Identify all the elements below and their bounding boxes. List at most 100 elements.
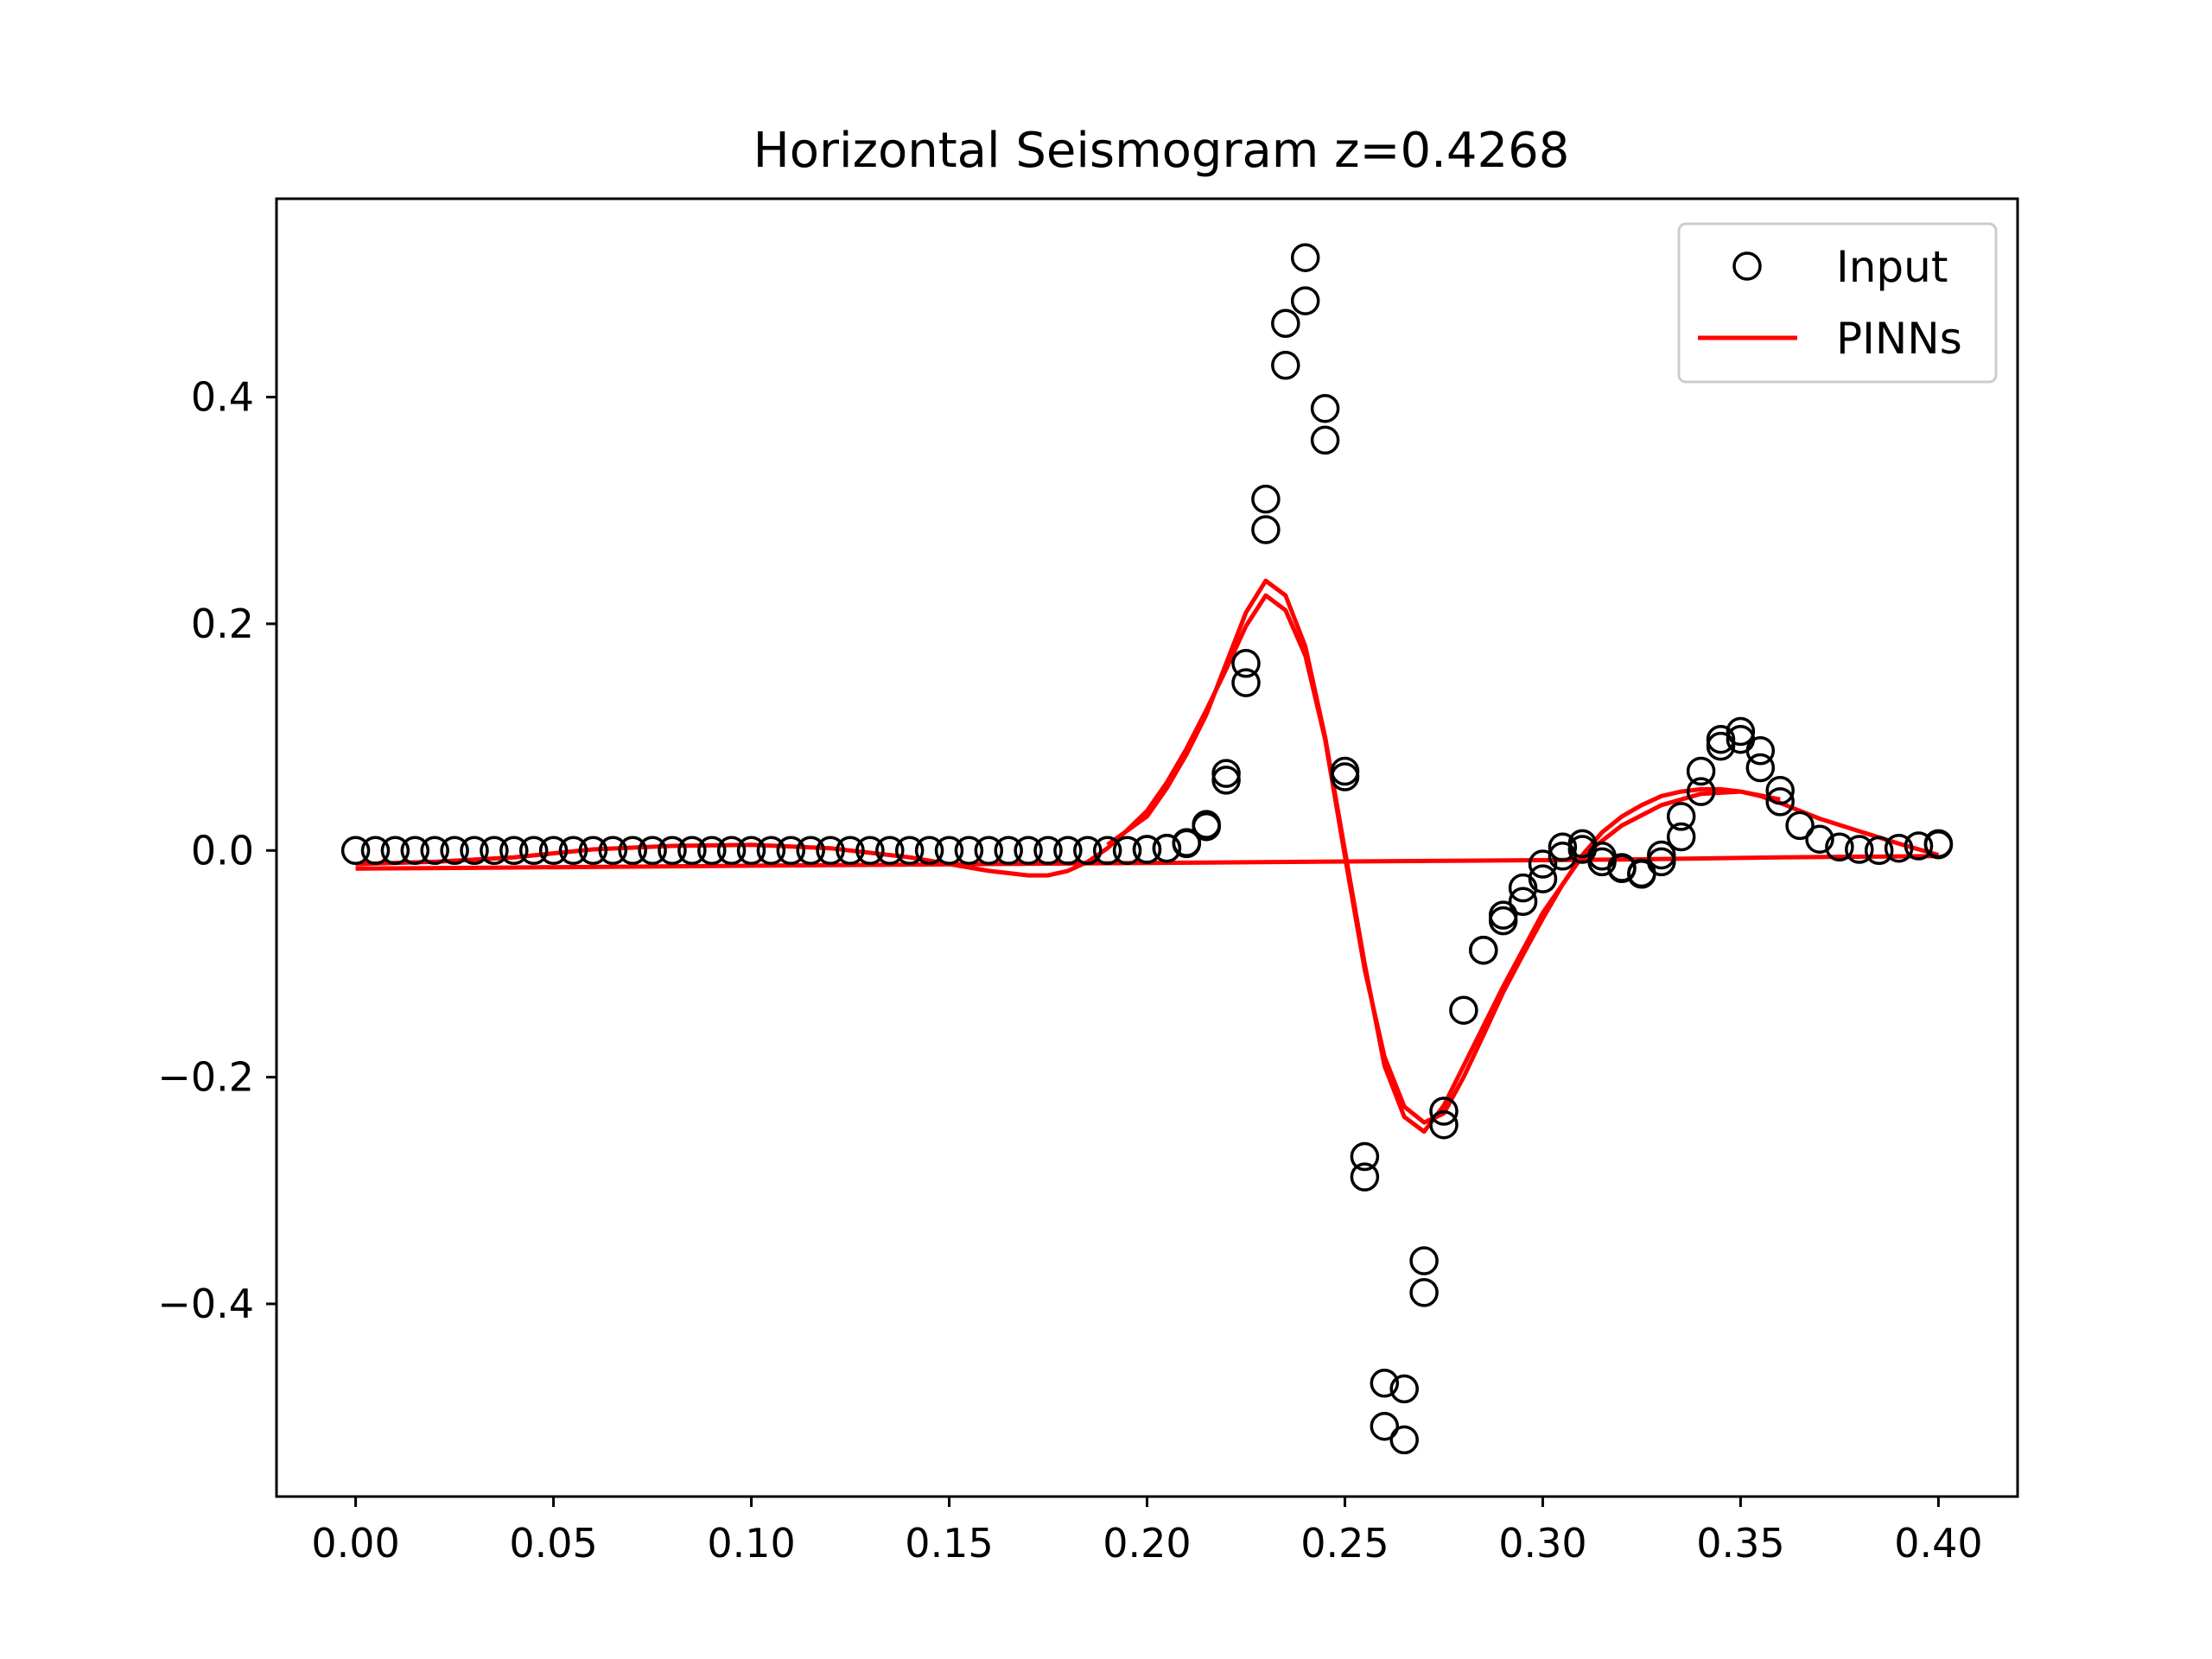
input-point-0-47 [1271, 308, 1300, 339]
input-point-0-25 [836, 836, 865, 866]
legend-pinns-label: PINNs [1836, 314, 1962, 364]
input-point-1-3 [1192, 811, 1221, 842]
input-point-0-9 [518, 836, 549, 866]
input-point-1-13 [1389, 1374, 1419, 1404]
input-point-0-14 [618, 836, 647, 866]
input-point-0-11 [558, 836, 588, 866]
input-point-1-19 [1528, 864, 1558, 893]
input-point-1-5 [1231, 668, 1261, 697]
input-point-0-46 [1251, 484, 1281, 514]
input-point-0-44 [1211, 759, 1241, 788]
input-point-0-28 [894, 836, 925, 866]
input-point-0-79 [1904, 831, 1934, 861]
series-layer [340, 243, 1954, 1455]
input-point-1-29 [1726, 724, 1756, 754]
input-point-0-26 [855, 836, 885, 866]
y-tick-label: 0.4 [191, 374, 254, 421]
input-point-1-30 [1745, 753, 1776, 783]
input-point-0-52 [1370, 1369, 1400, 1398]
input-point-0-66 [1647, 840, 1676, 870]
input-point-0-30 [934, 836, 964, 866]
input-point-0-15 [638, 836, 667, 866]
y-axis: −0.4 −0.2 0.0 0.2 0.4 [157, 374, 276, 1327]
y-tick-label: 0.2 [191, 601, 254, 647]
input-point-0-37 [1073, 836, 1103, 866]
y-tick-label: −0.4 [157, 1281, 254, 1327]
input-point-1-25 [1647, 847, 1676, 877]
input-point-0-0 [340, 836, 371, 866]
input-point-0-67 [1666, 802, 1696, 831]
input-point-0-76 [1845, 835, 1874, 864]
input-point-0-1 [360, 836, 391, 866]
input-point-0-16 [658, 836, 687, 866]
input-point-0-72 [1765, 776, 1795, 805]
input-point-0-32 [974, 836, 1004, 866]
input-point-1-31 [1765, 787, 1795, 817]
input-point-0-22 [776, 836, 806, 866]
input-point-0-70 [1726, 716, 1756, 747]
input-point-0-33 [994, 836, 1023, 866]
input-point-1-0 [1132, 835, 1162, 864]
input-point-1-23 [1607, 854, 1637, 884]
input-point-0-59 [1508, 873, 1538, 903]
input-point-1-28 [1706, 731, 1736, 761]
legend-input-marker [1732, 251, 1762, 281]
input-point-0-53 [1389, 1425, 1419, 1455]
input-point-0-8 [499, 836, 529, 866]
input-point-0-51 [1350, 1141, 1380, 1172]
input-point-0-29 [914, 836, 944, 866]
input-point-0-12 [578, 836, 608, 866]
input-point-1-11 [1350, 1162, 1380, 1192]
input-point-0-20 [736, 836, 766, 866]
x-tick-label: 0.35 [1696, 1520, 1784, 1567]
input-point-0-45 [1231, 649, 1261, 678]
x-tick-label: 0.00 [311, 1520, 399, 1567]
x-tick-label: 0.15 [905, 1520, 993, 1567]
input-point-1-15 [1429, 1109, 1459, 1140]
input-point-0-69 [1706, 724, 1736, 754]
input-point-0-56 [1449, 995, 1478, 1025]
input-point-1-16 [1469, 935, 1498, 965]
input-point-0-17 [677, 836, 707, 866]
input-point-0-34 [1014, 836, 1043, 866]
input-point-1-7 [1271, 351, 1300, 380]
input-point-0-68 [1686, 756, 1716, 786]
input-point-0-77 [1864, 836, 1894, 866]
y-tick-label: 0.0 [191, 827, 254, 874]
input-point-1-18 [1508, 887, 1538, 917]
x-tick-label: 0.10 [707, 1520, 795, 1567]
x-tick-label: 0.05 [509, 1520, 597, 1567]
input-point-0-18 [697, 836, 727, 866]
input-point-0-49 [1310, 393, 1340, 423]
input-point-0-73 [1785, 810, 1815, 841]
input-point-0-74 [1805, 824, 1834, 854]
x-tick-label: 0.40 [1894, 1520, 1982, 1567]
input-point-0-61 [1548, 832, 1578, 862]
input-point-1-27 [1686, 777, 1716, 806]
input-point-0-35 [1033, 836, 1063, 866]
input-point-0-75 [1825, 832, 1854, 862]
x-tick-label: 0.25 [1300, 1520, 1389, 1567]
input-point-0-48 [1290, 243, 1320, 272]
input-point-0-13 [598, 836, 628, 866]
input-point-1-2 [1172, 828, 1202, 857]
legend-frame [1677, 222, 1998, 384]
input-point-1-20 [1548, 842, 1578, 871]
input-point-1-32 [1923, 830, 1954, 860]
input-point-1-22 [1587, 847, 1617, 877]
input-point-0-55 [1429, 1096, 1459, 1126]
input-point-1-4 [1211, 766, 1241, 795]
input-point-0-5 [440, 836, 469, 866]
input-point-1-10 [1330, 762, 1360, 791]
chart-title: Horizontal Seismogram z=0.4268 [753, 123, 1570, 179]
input-point-0-38 [1092, 836, 1122, 866]
x-tick-label: 0.20 [1103, 1520, 1191, 1567]
input-point-1-9 [1310, 425, 1340, 455]
input-point-0-6 [460, 836, 489, 866]
input-point-0-39 [1112, 836, 1142, 866]
legend-input-label: Input [1836, 242, 1948, 292]
input-point-0-2 [380, 836, 410, 866]
input-point-1-14 [1409, 1278, 1439, 1307]
y-tick-label: −0.2 [157, 1054, 254, 1101]
